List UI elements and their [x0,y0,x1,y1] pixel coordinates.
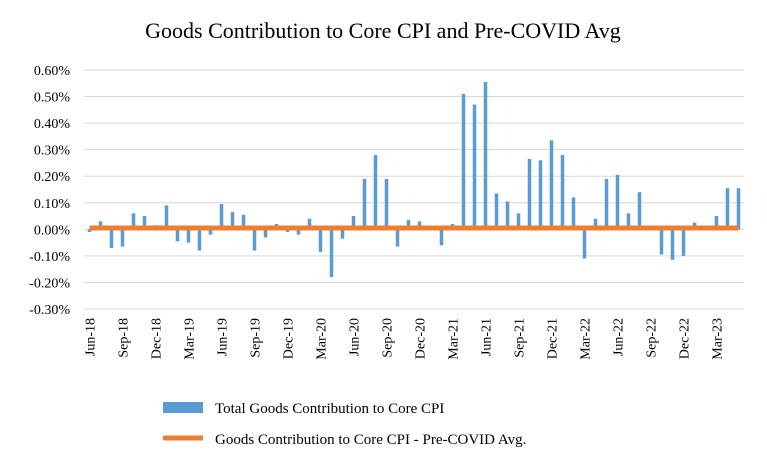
bar [175,229,180,242]
x-tick-label: Sep-20 [381,318,396,358]
bar [604,178,609,230]
x-tick-label: Dec-19 [282,318,297,359]
y-tick-label: -0.10% [29,250,70,265]
bar [725,188,730,230]
bar [164,205,169,230]
y-tick-label: 0.00% [34,223,71,238]
y-tick-label: 0.20% [34,170,71,185]
y-tick-label: 0.30% [34,144,71,159]
bar [318,229,323,252]
bar [263,229,268,238]
bar [560,154,565,230]
bar [120,229,125,247]
bar [736,188,741,230]
x-tick-label: Jun-19 [216,318,231,356]
legend-label-line: Goods Contribution to Core CPI - Pre-COV… [215,432,526,448]
bar [395,229,400,247]
x-tick-label: Sep-18 [117,318,132,358]
bar [681,229,686,256]
legend: Total Goods Contribution to Core CPI Goo… [163,401,526,448]
bar [538,160,543,230]
gridlines [84,69,744,310]
y-tick-label: 0.10% [34,197,71,212]
bar [626,213,631,230]
bar [307,218,312,230]
bar [197,229,202,251]
bar [98,221,103,230]
bar [296,229,301,235]
bar [505,201,510,230]
y-tick-label: -0.30% [29,303,70,318]
bar [527,158,532,230]
bar [406,220,411,230]
x-tick-label: Mar-21 [447,318,462,360]
y-axis: -0.30% -0.20% -0.10% 0.00% 0.10% 0.20% 0.30% 0.… [29,64,70,318]
x-tick-label: Dec-18 [150,318,165,359]
x-tick-label: Mar-23 [711,318,726,360]
bar [571,197,576,230]
x-axis: Jun-18 Sep-18 Dec-18 Mar-19 Jun-19 Sep-19 Dec-… [84,318,726,360]
legend-label-bars: Total Goods Contribution to Core CPI [215,401,444,417]
bar [230,212,235,230]
bar [142,216,147,230]
bar [373,154,378,230]
x-tick-label: Jun-21 [480,318,495,356]
bar [549,140,554,230]
y-tick-label: 0.60% [34,64,71,79]
x-tick-label: Dec-21 [546,318,561,359]
bar [109,229,114,248]
x-tick-label: Dec-22 [678,318,693,359]
bar-series [87,81,741,278]
bar [131,213,136,230]
bar [329,229,334,278]
bar [670,229,675,260]
bar [461,93,466,230]
legend-swatch-bars [163,402,203,413]
bar [252,229,257,251]
bar [582,229,587,259]
x-tick-label: Jun-20 [348,318,363,356]
x-tick-label: Mar-19 [183,318,198,360]
bar [219,204,224,230]
x-tick-label: Jun-18 [84,318,99,356]
bar [340,229,345,239]
bar [483,81,488,230]
bar [208,229,213,235]
bar [615,174,620,230]
bar [186,229,191,243]
bar [362,178,367,230]
x-tick-label: Sep-21 [513,318,528,358]
bar [417,221,422,230]
bar [593,218,598,230]
x-tick-label: Jun-22 [612,318,627,356]
bar [351,216,356,230]
bar [494,193,499,230]
bar [659,229,664,255]
x-tick-label: Mar-22 [579,318,594,360]
bar [472,104,477,230]
x-tick-label: Mar-20 [315,318,330,360]
bar [87,229,92,232]
bar [241,214,246,230]
bar [384,178,389,230]
x-tick-label: Dec-20 [414,318,429,359]
bar [285,229,290,232]
bar [714,216,719,230]
bar [637,192,642,230]
x-tick-label: Sep-19 [249,318,264,358]
x-tick-label: Sep-22 [645,318,660,358]
chart-title: Goods Contribution to Core CPI and Pre-C… [145,18,621,43]
bar [439,229,444,246]
y-tick-label: 0.40% [34,117,71,132]
y-tick-label: -0.20% [29,276,70,291]
y-tick-label: 0.50% [34,91,71,106]
bar [516,213,521,230]
